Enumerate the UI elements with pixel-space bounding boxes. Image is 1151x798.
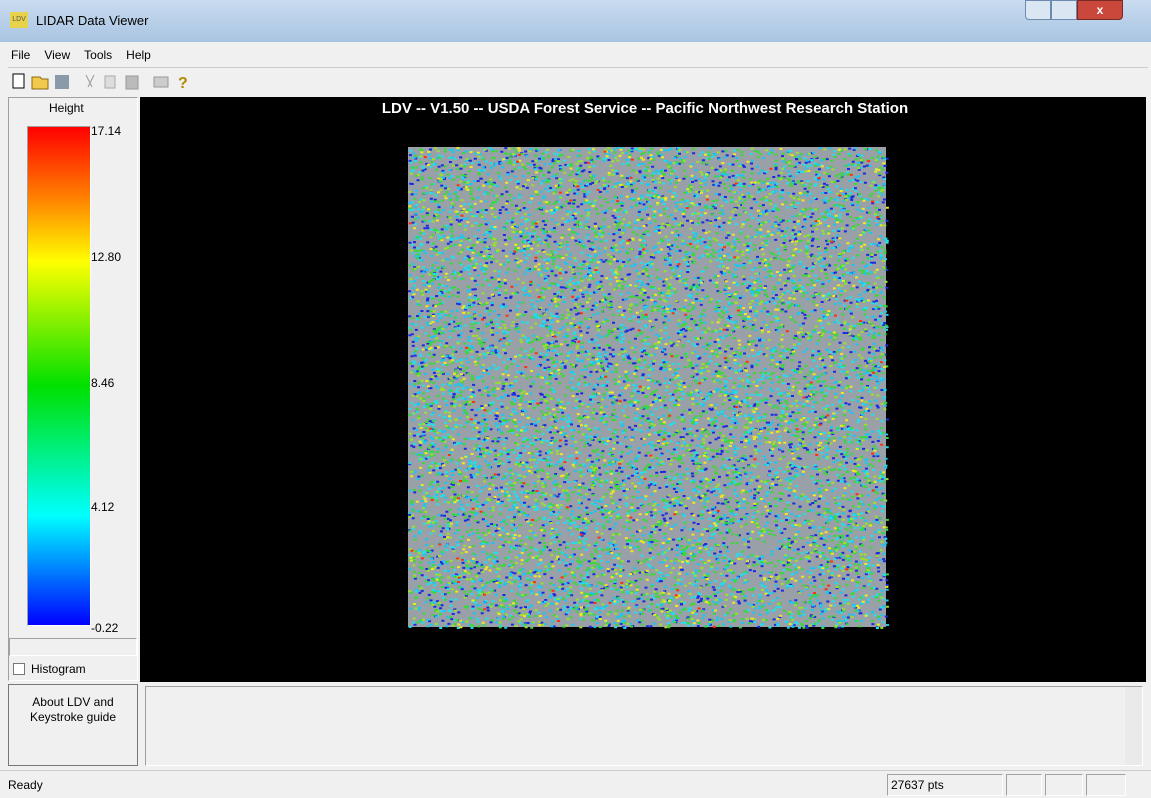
menu-bar: File View Tools Help: [8, 44, 1148, 66]
help-icon[interactable]: ?: [178, 75, 188, 92]
legend-label: 12.80: [91, 250, 121, 264]
histogram-checkbox[interactable]: [13, 663, 25, 675]
status-text: Ready: [8, 778, 43, 792]
legend-title: Height: [49, 101, 84, 115]
message-area: [145, 686, 1143, 766]
open-icon[interactable]: [32, 77, 48, 89]
menu-item[interactable]: View: [44, 48, 70, 62]
view-header: LDV -- V1.50 -- USDA Forest Service -- P…: [382, 100, 908, 117]
cut-icon[interactable]: [86, 75, 94, 87]
legend-label: 4.12: [91, 500, 114, 514]
status-pane: [1045, 774, 1083, 796]
app-icon: LDV: [10, 12, 28, 28]
paste-icon[interactable]: [126, 76, 138, 89]
status-pane: [1006, 774, 1042, 796]
title-bar: LDV LIDAR Data Viewer x: [0, 0, 1151, 42]
window-title: LIDAR Data Viewer: [36, 13, 148, 28]
print-icon[interactable]: [154, 77, 168, 87]
legend-label: -0.22: [91, 621, 118, 635]
close-button[interactable]: x: [1077, 0, 1123, 20]
histogram-label: Histogram: [31, 662, 86, 676]
status-bar: Ready 27637 pts: [0, 770, 1151, 798]
point-count: 27637 pts: [887, 774, 1003, 796]
scrollbar[interactable]: [1125, 687, 1142, 765]
histogram-area: [9, 638, 137, 656]
legend-label: 17.14: [91, 124, 121, 138]
maximize-button[interactable]: [1051, 0, 1077, 20]
color-bar: [27, 126, 91, 626]
copy-icon[interactable]: [105, 76, 115, 88]
save-icon[interactable]: [55, 75, 69, 89]
menu-item[interactable]: Help: [126, 48, 151, 62]
point-cloud-view: LDV -- V1.50 -- USDA Forest Service -- P…: [140, 97, 1146, 682]
menu-item[interactable]: File: [11, 48, 30, 62]
minimize-button[interactable]: [1025, 0, 1051, 20]
toolbar: ?: [8, 67, 1148, 96]
menu-item[interactable]: Tools: [84, 48, 112, 62]
app-window: LDV LIDAR Data Viewer x File View Tools Hel…: [0, 0, 1151, 798]
about-button[interactable]: About LDV and Keystroke guide: [8, 684, 138, 766]
legend-label: 8.46: [91, 376, 114, 390]
status-pane: [1086, 774, 1126, 796]
new-icon[interactable]: [13, 74, 24, 88]
legend-panel: Height 17.14 12.80 8.46 4.12 -0.22 Histo…: [8, 97, 138, 681]
toolbar-icons: ?: [8, 68, 278, 96]
